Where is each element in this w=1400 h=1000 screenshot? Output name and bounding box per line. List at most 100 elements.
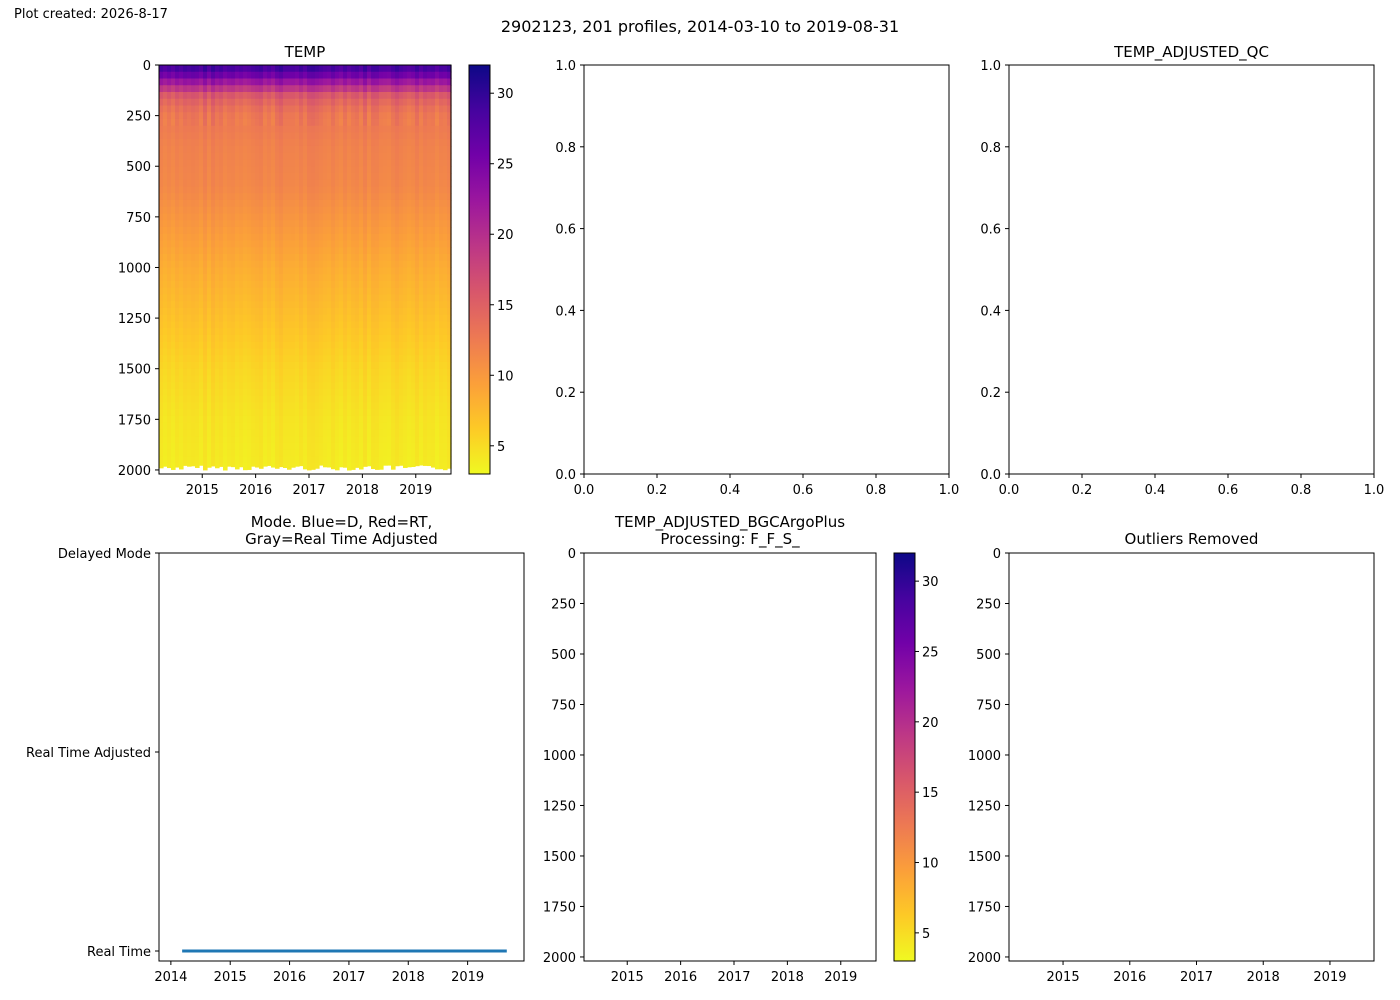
- heatmap-cell: [363, 85, 368, 93]
- heatmap-cell: [171, 98, 176, 107]
- heatmap-cell: [263, 463, 268, 467]
- heatmap-cell: [387, 463, 392, 466]
- outliers-removed-axes: 2015 2016 2017 2018 201902505007501000125015…: [968, 530, 1375, 985]
- x-tick-label: 2017: [292, 483, 325, 498]
- heatmap-cell: [259, 71, 264, 80]
- heatmap-cell: [415, 152, 420, 161]
- heatmap-cell: [447, 132, 452, 140]
- heatmap-cell: [335, 152, 340, 161]
- heatmap-cell: [191, 172, 196, 181]
- x-tick-label: 2017: [717, 970, 750, 985]
- heatmap-cell: [387, 145, 392, 154]
- heatmap-cell: [355, 395, 360, 404]
- heatmap-cell: [339, 280, 344, 289]
- heatmap-cell: [407, 361, 412, 370]
- heatmap-cell: [327, 65, 332, 73]
- heatmap-cell: [251, 314, 256, 323]
- heatmap-cell: [363, 139, 368, 147]
- heatmap-cell: [363, 71, 368, 80]
- heatmap-cell: [383, 105, 388, 113]
- heatmap-cell: [423, 226, 428, 235]
- heatmap-cell: [395, 409, 400, 417]
- heatmap-cell: [411, 179, 416, 188]
- heatmap-cell: [407, 368, 412, 377]
- heatmap-cell: [327, 91, 332, 100]
- heatmap-cell: [403, 179, 408, 188]
- heatmap-cell: [195, 179, 200, 188]
- heatmap-cell: [159, 206, 164, 215]
- heatmap-cell: [427, 314, 432, 323]
- heatmap-cell: [367, 395, 372, 404]
- heatmap-cell: [255, 172, 260, 181]
- heatmap-cell: [207, 348, 212, 356]
- heatmap-cell: [399, 307, 404, 316]
- heatmap-cell: [175, 159, 180, 167]
- heatmap-cell: [435, 233, 440, 242]
- heatmap-cell: [191, 287, 196, 296]
- heatmap-cell: [191, 247, 196, 255]
- heatmap-cell: [279, 274, 284, 282]
- heatmap-cell: [163, 301, 168, 309]
- heatmap-cell: [367, 328, 372, 336]
- heatmap-cell: [335, 213, 340, 221]
- heatmap-cell: [315, 307, 320, 316]
- heatmap-cell: [383, 280, 388, 289]
- heatmap-cell: [435, 159, 440, 167]
- heatmap-cell: [439, 409, 444, 417]
- heatmap-cell: [347, 206, 352, 215]
- y-tick-label: 750: [976, 698, 1001, 713]
- heatmap-cell: [219, 375, 224, 383]
- heatmap-cell: [387, 132, 392, 140]
- heatmap-cell: [231, 280, 236, 289]
- heatmap-cell: [219, 368, 224, 377]
- heatmap-cell: [171, 294, 176, 302]
- heatmap-cell: [275, 152, 280, 161]
- heatmap-cell: [279, 388, 284, 397]
- heatmap-cell: [407, 226, 412, 235]
- heatmap-cell: [339, 449, 344, 458]
- heatmap-cell: [351, 382, 356, 390]
- heatmap-cell: [367, 280, 372, 289]
- heatmap-cell: [227, 125, 232, 134]
- heatmap-cell: [399, 139, 404, 147]
- heatmap-cell: [183, 199, 188, 208]
- heatmap-cell: [235, 253, 240, 262]
- heatmap-cell: [255, 402, 260, 410]
- heatmap-cell: [159, 105, 164, 113]
- heatmap-cell: [419, 415, 424, 424]
- heatmap-cell: [411, 78, 416, 86]
- heatmap-cell: [219, 220, 224, 228]
- heatmap-cell: [199, 199, 204, 208]
- heatmap-cell: [175, 307, 180, 316]
- axes-title-outliers: Outliers Removed: [1125, 530, 1259, 548]
- heatmap-cell: [303, 199, 308, 208]
- heatmap-cell: [319, 442, 324, 451]
- heatmap-cell: [283, 321, 288, 329]
- heatmap-cell: [263, 112, 268, 120]
- heatmap-cell: [415, 402, 420, 410]
- heatmap-cell: [231, 240, 236, 248]
- heatmap-cell: [375, 71, 380, 80]
- heatmap-cell: [367, 287, 372, 296]
- heatmap-cell: [203, 199, 208, 208]
- heatmap-cell: [291, 449, 296, 458]
- heatmap-cell: [315, 199, 320, 208]
- heatmap-cell: [407, 449, 412, 458]
- heatmap-cell: [359, 395, 364, 404]
- heatmap-cell: [355, 152, 360, 161]
- heatmap-cell: [391, 159, 396, 167]
- heatmap-cell: [287, 233, 292, 242]
- heatmap-cell: [171, 260, 176, 269]
- heatmap-cell: [191, 368, 196, 377]
- heatmap-cell: [299, 422, 304, 431]
- heatmap-cell: [391, 348, 396, 356]
- heatmap-cell: [355, 382, 360, 390]
- heatmap-cell: [203, 71, 208, 80]
- heatmap-cell: [207, 118, 212, 127]
- heatmap-cell: [335, 274, 340, 282]
- heatmap-cell: [447, 449, 452, 458]
- heatmap-cell: [223, 132, 228, 140]
- heatmap-cell: [167, 449, 172, 458]
- heatmap-cell: [175, 179, 180, 188]
- heatmap-cell: [311, 193, 316, 201]
